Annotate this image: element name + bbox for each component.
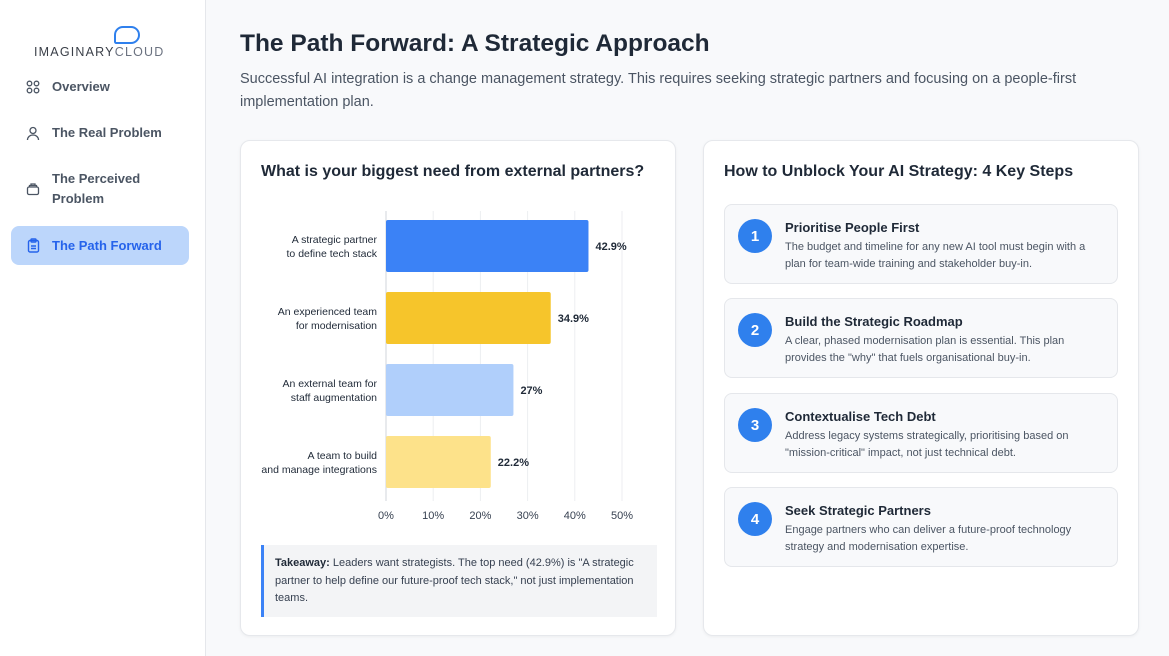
- step-card: 1 Prioritise People First The budget and…: [724, 204, 1118, 284]
- sidebar-item-real-problem[interactable]: The Real Problem: [11, 122, 189, 144]
- page-title: The Path Forward: A Strategic Approach: [240, 30, 710, 57]
- step-description: The budget and timeline for any new AI t…: [785, 241, 1086, 270]
- partner-needs-chart: 0% 10% 20% 30% 40% 50% 42.9% A strategic partne…: [261, 211, 633, 522]
- data-label: 34.9%: [558, 313, 589, 325]
- bar: [386, 292, 551, 344]
- clipboard-icon: [25, 238, 41, 254]
- sidebar-item-overview[interactable]: Overview: [11, 76, 189, 98]
- category-label: An experienced team for modernisation: [278, 306, 377, 332]
- data-label: 27%: [520, 385, 542, 397]
- brand-logo[interactable]: IMAGINARYCLOUD: [34, 26, 164, 66]
- step-description: A clear, phased modernisation plan is es…: [785, 335, 1065, 364]
- step-number: 2: [738, 313, 772, 347]
- step-number: 3: [738, 408, 772, 442]
- step-card: 3 Contextualise Tech Debt Address legacy…: [724, 393, 1118, 473]
- takeaway-label: Takeaway:: [275, 557, 330, 569]
- category-label: A team to build and manage integrations: [261, 450, 377, 476]
- step-description: Address legacy systems strategically, pr…: [785, 430, 1069, 459]
- logo-wordmark: IMAGINARYCLOUD: [34, 45, 165, 59]
- x-tick-label: 40%: [564, 510, 586, 522]
- x-tick-label: 20%: [469, 510, 491, 522]
- bar: [386, 220, 589, 272]
- page-subtitle: Successful AI integration is a change ma…: [240, 71, 1077, 110]
- takeaway-text: Leaders want strategists. The top need (…: [275, 557, 634, 604]
- x-tick-label: 30%: [517, 510, 539, 522]
- step-number: 1: [738, 219, 772, 253]
- data-label: 42.9%: [595, 241, 626, 253]
- sidebar-item-path-forward[interactable]: The Path Forward: [11, 226, 189, 265]
- bar: [386, 364, 514, 416]
- sidebar-item-label: The Real Problem: [52, 125, 162, 140]
- x-tick-label: 0%: [378, 510, 394, 522]
- step-card: 4 Seek Strategic Partners Engage partner…: [724, 487, 1118, 567]
- sidebar: IMAGINARYCLOUD Overview The Real Problem…: [0, 0, 206, 656]
- x-tick-label: 10%: [422, 510, 444, 522]
- sidebar-item-label: Overview: [52, 79, 110, 94]
- takeaway-callout: Takeaway: Leaders want strategists. The …: [261, 545, 657, 617]
- step-card: 2 Build the Strategic Roadmap A clear, p…: [724, 298, 1118, 378]
- grid-icon: [25, 79, 41, 95]
- logo-bold-text: IMAGINARY: [34, 45, 115, 59]
- sidebar-item-perceived-problem[interactable]: The Perceived Problem: [11, 168, 189, 210]
- step-number: 4: [738, 502, 772, 536]
- steps-title: How to Unblock Your AI Strategy: 4 Key S…: [724, 163, 1074, 180]
- step-description: Engage partners who can deliver a future…: [785, 524, 1072, 553]
- step-title: Contextualise Tech Debt: [785, 409, 936, 424]
- partner-needs-card: What is your biggest need from external …: [240, 140, 676, 636]
- category-label: An external team for staff augmentation: [282, 378, 377, 404]
- step-title: Seek Strategic Partners: [785, 503, 931, 518]
- x-tick-label: 50%: [611, 510, 633, 522]
- logo-light-text: CLOUD: [114, 45, 165, 59]
- user-icon: [25, 125, 41, 141]
- cloud-icon: [114, 26, 140, 44]
- data-label: 22.2%: [498, 457, 529, 469]
- sidebar-item-label: The Path Forward: [52, 237, 162, 253]
- bar: [386, 436, 491, 488]
- layers-icon: [25, 181, 41, 197]
- chart-title: What is your biggest need from external …: [261, 163, 645, 180]
- step-title: Build the Strategic Roadmap: [785, 314, 963, 329]
- sidebar-item-label: The Perceived Problem: [52, 171, 141, 206]
- step-title: Prioritise People First: [785, 220, 920, 235]
- key-steps-card: How to Unblock Your AI Strategy: 4 Key S…: [703, 140, 1139, 636]
- category-label: A strategic partner to define tech stack: [287, 234, 378, 260]
